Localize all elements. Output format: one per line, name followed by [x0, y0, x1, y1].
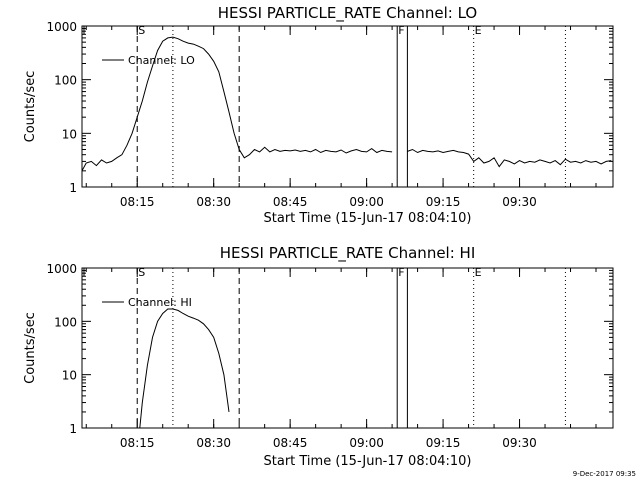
series-line [139, 308, 230, 429]
x-tick-label: 08:30 [196, 195, 231, 209]
x-tick-label: 09:30 [502, 195, 537, 209]
flag-flare-label: F [398, 266, 404, 279]
y-tick-label: 1 [69, 181, 77, 195]
y-axis-label: Counts/sec [23, 312, 38, 384]
series-line [407, 148, 612, 168]
x-tick-label: 08:30 [196, 436, 231, 450]
y-tick-label: 10 [62, 127, 77, 141]
x-tick-label: 08:15 [120, 195, 155, 209]
x-tick-label: 08:45 [273, 195, 308, 209]
y-tick-label: 10 [62, 369, 77, 383]
y-tick-label: 100 [54, 74, 77, 88]
chart-panel-hi: HESSI PARTICLE_RATE Channel: HI 1 10 100 100… [23, 244, 614, 469]
x-tick-label: 08:15 [120, 436, 155, 450]
x-tick-label: 09:00 [349, 195, 384, 209]
x-tick-label: 08:45 [273, 436, 308, 450]
y-tick-label: 1000 [46, 20, 77, 34]
y-tick-label: 1 [69, 422, 77, 436]
flag-start-label: S [138, 266, 145, 279]
x-axis-label: Start Time (15-Jun-17 08:04:10) [264, 211, 472, 226]
legend-label: Channel: LO [128, 54, 195, 67]
chart-title: HESSI PARTICLE_RATE Channel: LO [218, 4, 477, 23]
x-tick-label: 09:00 [349, 436, 384, 450]
flag-end-label: E [475, 266, 482, 279]
x-axis-label: Start Time (15-Jun-17 08:04:10) [264, 454, 472, 469]
legend-label: Channel: HI [128, 296, 192, 309]
chart-title: HESSI PARTICLE_RATE Channel: HI [220, 244, 476, 263]
series-line [81, 36, 393, 172]
chart-panel-lo: HESSI PARTICLE_RATE Channel: LO 1 10 100 100… [23, 4, 614, 226]
flag-flare-label: F [398, 24, 404, 37]
flag-start-label: S [138, 24, 145, 37]
y-tick-label: 100 [54, 315, 77, 329]
x-tick-label: 09:30 [502, 436, 537, 450]
y-axis-label: Counts/sec [23, 71, 38, 143]
y-tick-label: 1000 [46, 262, 77, 276]
plot-frame [81, 25, 614, 188]
plot-frame [81, 267, 614, 429]
flag-end-label: E [475, 24, 482, 37]
x-tick-label: 09:15 [426, 436, 461, 450]
timestamp-stamp: 9-Dec-2017 09:35 [573, 470, 636, 478]
x-tick-label: 09:15 [426, 195, 461, 209]
